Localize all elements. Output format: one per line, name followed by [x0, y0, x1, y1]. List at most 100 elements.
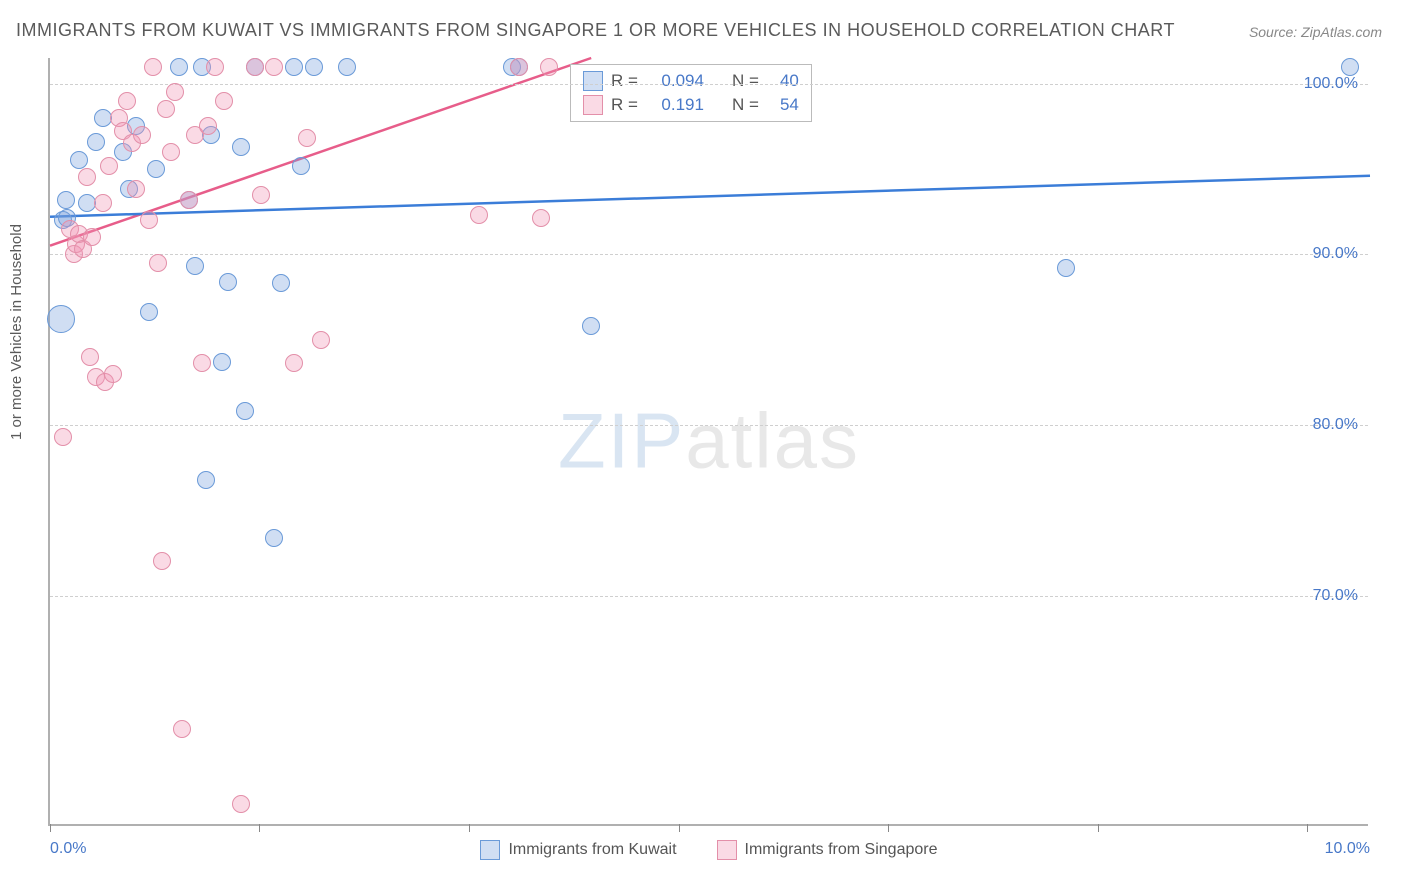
data-point-kuwait — [1057, 259, 1075, 277]
data-point-singapore — [162, 143, 180, 161]
data-point-singapore — [285, 354, 303, 372]
data-point-singapore — [180, 191, 198, 209]
legend-n-label: N = — [732, 95, 759, 115]
data-point-singapore — [157, 100, 175, 118]
watermark-zip: ZIP — [558, 397, 685, 485]
data-point-kuwait — [219, 273, 237, 291]
data-point-kuwait — [57, 191, 75, 209]
data-point-singapore — [100, 157, 118, 175]
bottom-legend-item-singapore: Immigrants from Singapore — [717, 840, 938, 860]
data-point-kuwait — [1341, 58, 1359, 76]
legend-r-label: R = — [611, 95, 638, 115]
bottom-legend-item-kuwait: Immigrants from Kuwait — [480, 840, 676, 860]
data-point-singapore — [140, 211, 158, 229]
stats-legend-row-singapore: R =0.191N =54 — [583, 95, 799, 115]
stats-legend-row-kuwait: R = 0.094 N = 40 — [583, 71, 799, 91]
data-point-singapore — [144, 58, 162, 76]
data-point-singapore — [312, 331, 330, 349]
data-point-singapore — [104, 365, 122, 383]
x-tick — [888, 824, 889, 832]
data-point-singapore — [173, 720, 191, 738]
watermark: ZIPatlas — [558, 396, 860, 487]
data-point-singapore — [149, 254, 167, 272]
data-point-kuwait — [213, 353, 231, 371]
data-point-singapore — [94, 194, 112, 212]
legend-r-value: 0.094 — [646, 71, 704, 91]
data-point-singapore — [470, 206, 488, 224]
gridline — [50, 596, 1368, 597]
x-tick — [679, 824, 680, 832]
x-tick — [259, 824, 260, 832]
source-label: Source: ZipAtlas.com — [1249, 24, 1382, 40]
data-point-kuwait — [232, 138, 250, 156]
y-tick-label: 80.0% — [1313, 416, 1358, 434]
data-point-singapore — [265, 58, 283, 76]
y-tick-label: 100.0% — [1304, 75, 1358, 93]
legend-series-label: Immigrants from Singapore — [745, 841, 938, 859]
watermark-atlas: atlas — [685, 397, 860, 485]
gridline — [50, 254, 1368, 255]
legend-swatch — [480, 840, 500, 860]
x-tick-label: 10.0% — [1325, 840, 1370, 858]
bottom-legend: Immigrants from Kuwait Immigrants from Si… — [50, 840, 1368, 860]
data-point-kuwait — [70, 151, 88, 169]
data-point-kuwait — [285, 58, 303, 76]
data-point-singapore — [153, 552, 171, 570]
data-point-kuwait — [265, 529, 283, 547]
data-point-kuwait — [186, 257, 204, 275]
data-point-singapore — [206, 58, 224, 76]
gridline — [50, 84, 1368, 85]
x-tick — [50, 824, 51, 832]
data-point-singapore — [532, 209, 550, 227]
data-point-kuwait — [292, 157, 310, 175]
chart-title: IMMIGRANTS FROM KUWAIT VS IMMIGRANTS FRO… — [16, 20, 1175, 41]
legend-swatch — [583, 95, 603, 115]
regression-lines — [50, 58, 1368, 824]
plot-area: ZIPatlas R =0.094N =40R =0.191N =54 Immi… — [48, 58, 1368, 826]
data-point-singapore — [118, 92, 136, 110]
legend-swatch — [717, 840, 737, 860]
data-point-singapore — [193, 354, 211, 372]
y-tick-label: 70.0% — [1313, 587, 1358, 605]
data-point-singapore — [540, 58, 558, 76]
data-point-singapore — [246, 58, 264, 76]
data-point-singapore — [215, 92, 233, 110]
data-point-singapore — [510, 58, 528, 76]
data-point-singapore — [298, 129, 316, 147]
data-point-kuwait — [582, 317, 600, 335]
y-tick-label: 90.0% — [1313, 245, 1358, 263]
x-tick — [1098, 824, 1099, 832]
data-point-singapore — [232, 795, 250, 813]
x-tick — [469, 824, 470, 832]
data-point-kuwait — [197, 471, 215, 489]
data-point-singapore — [252, 186, 270, 204]
data-point-singapore — [166, 83, 184, 101]
legend-n-label: N = — [732, 71, 759, 91]
legend-n-value: 54 — [767, 95, 799, 115]
regression-line-kuwait — [50, 176, 1370, 217]
data-point-kuwait — [272, 274, 290, 292]
legend-swatch — [583, 71, 603, 91]
data-point-kuwait — [140, 303, 158, 321]
x-tick — [1307, 824, 1308, 832]
legend-n-value: 40 — [767, 71, 799, 91]
data-point-kuwait — [147, 160, 165, 178]
y-axis-label: 1 or more Vehicles in Household — [8, 224, 25, 440]
data-point-singapore — [81, 348, 99, 366]
data-point-kuwait — [170, 58, 188, 76]
data-point-kuwait — [305, 58, 323, 76]
legend-series-label: Immigrants from Kuwait — [508, 841, 676, 859]
data-point-singapore — [127, 180, 145, 198]
data-point-kuwait — [338, 58, 356, 76]
data-point-kuwait — [87, 133, 105, 151]
data-point-singapore — [54, 428, 72, 446]
data-point-singapore — [199, 117, 217, 135]
x-tick-label: 0.0% — [50, 840, 86, 858]
stats-legend: R =0.094N =40R =0.191N =54 — [570, 64, 812, 122]
gridline — [50, 425, 1368, 426]
legend-r-label: R = — [611, 71, 638, 91]
data-point-singapore — [78, 168, 96, 186]
data-point-singapore — [83, 228, 101, 246]
data-point-kuwait — [236, 402, 254, 420]
data-point-kuwait — [47, 305, 75, 333]
